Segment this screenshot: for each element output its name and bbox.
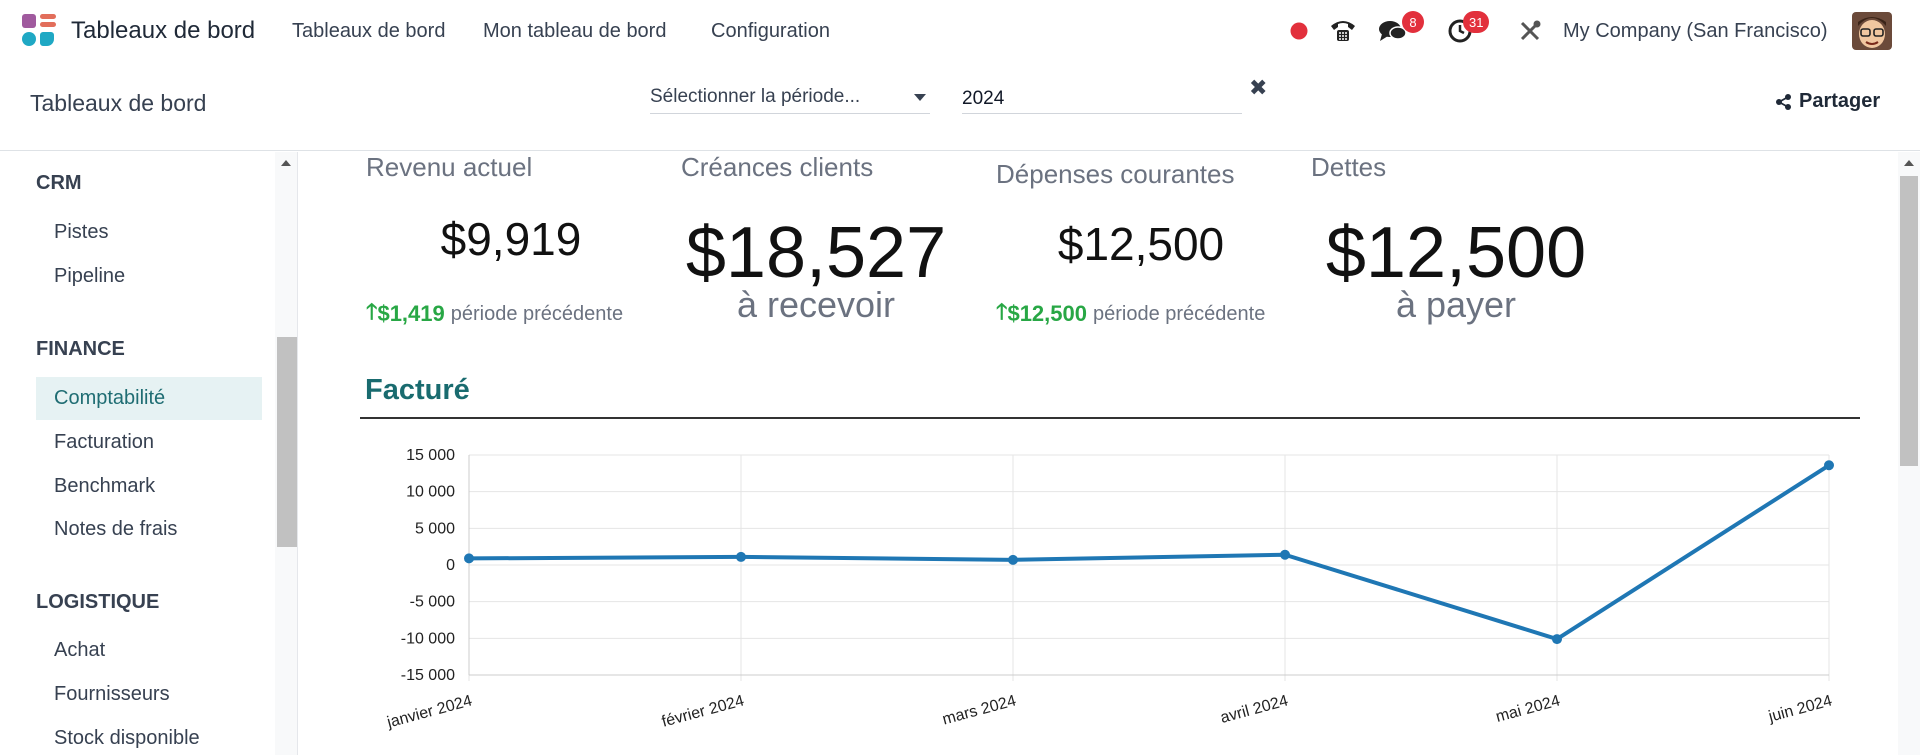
kpi-trend-value: $1,419 (377, 301, 445, 326)
dashboard-sidebar: CRM Pistes Pipeline FINANCE Comptabilité… (0, 152, 298, 755)
kpi-trend-revenu: 🡑 $1,419 période précédente (366, 295, 623, 333)
data-point (1008, 554, 1018, 565)
discuss-chat-icon[interactable] (1376, 14, 1410, 48)
breadcrumb: Tableaux de bord (30, 90, 207, 116)
data-point (1824, 460, 1834, 471)
sidebar-scroll-thumb[interactable] (277, 337, 297, 547)
kpi-value-revenu: $9,919 (440, 213, 582, 265)
kpi-sub-dettes: à payer (1395, 284, 1517, 325)
y-tick-label: 15 000 (406, 447, 455, 464)
sidebar-item-comptabilite[interactable]: Comptabilité (36, 377, 262, 420)
invoiced-line-chart: 15 000 10 000 5 000 0 -5 000 -10 000 -15 000 ja… (384, 447, 1834, 732)
scroll-up-arrow-icon[interactable] (281, 160, 291, 166)
share-icon (1776, 93, 1791, 110)
sidebar-section-crm: CRM (36, 172, 82, 194)
kpi-title-revenu: Revenu actuel (366, 152, 533, 182)
kpi-value-creances: $18,527 (685, 213, 947, 293)
arrow-up-icon: 🡑 (996, 299, 1008, 324)
kpi-sub-creances: à recevoir (736, 284, 896, 325)
section-divider (360, 417, 1860, 419)
x-tick-label: février 2024 (660, 692, 746, 730)
kpi-title-dettes: Dettes (1311, 152, 1387, 182)
share-button[interactable]: Partager (1775, 90, 1880, 113)
data-point (1552, 634, 1562, 645)
share-label: Partager (1799, 90, 1881, 112)
status-dot-icon[interactable] (1282, 14, 1316, 48)
y-tick-label: -5 000 (410, 594, 455, 611)
menu-item-my-dashboard[interactable]: Mon tableau de bord (483, 20, 667, 42)
data-point (1280, 549, 1290, 560)
kpi-title-depenses: Dépenses courantes (996, 159, 1235, 189)
series-line (468, 463, 1831, 642)
sidebar-item-achat[interactable]: Achat (54, 639, 106, 661)
main-scroll-thumb[interactable] (1900, 176, 1918, 466)
sidebar-item-pistes[interactable]: Pistes (54, 221, 109, 243)
sidebar-item-pipeline[interactable]: Pipeline (54, 265, 126, 287)
kpi-trend-label: période précédente (1092, 302, 1266, 325)
kpi-value-dettes: $12,500 (1325, 213, 1587, 293)
apps-menu-icon[interactable] (22, 14, 56, 48)
phone-icon[interactable] (1326, 14, 1360, 48)
kpi-value-depenses: $12,500 (1057, 218, 1225, 270)
y-tick-label: 10 000 (406, 484, 455, 501)
data-point (736, 551, 746, 562)
sidebar-item-facturation[interactable]: Facturation (54, 431, 155, 453)
data-point (464, 553, 474, 564)
caret-down-icon (914, 94, 926, 101)
control-panel: Tableaux de bord Sélectionner la période… (0, 62, 1920, 151)
sidebar-item-benchmark[interactable]: Benchmark (54, 475, 156, 497)
y-tick-label: 5 000 (415, 520, 455, 537)
user-avatar[interactable] (1852, 12, 1892, 50)
kpi-trend-value: $12,500 (1007, 301, 1087, 326)
x-tick-label: mars 2024 (941, 692, 1019, 728)
sidebar-section-logistique: LOGISTIQUE (36, 591, 160, 613)
sidebar-item-notes-de-frais[interactable]: Notes de frais (54, 518, 178, 540)
arrow-up-icon: 🡑 (366, 299, 378, 324)
activity-badge: 31 (1463, 11, 1490, 33)
top-navbar: Tableaux de bord Tableaux de bord Mon ta… (0, 0, 1920, 62)
company-switcher[interactable]: My Company (San Francisco) (1563, 20, 1828, 42)
kpi-trend-depenses: 🡑 $12,500 période précédente (996, 295, 1265, 333)
app-name[interactable]: Tableaux de bord (71, 17, 256, 44)
menu-item-configuration[interactable]: Configuration (711, 20, 830, 42)
sidebar-item-stock-disponible[interactable]: Stock disponible (54, 727, 200, 749)
year-input[interactable] (962, 80, 1242, 114)
menu-item-dashboards[interactable]: Tableaux de bord (292, 20, 446, 42)
clear-filter-icon[interactable]: ✖ (1249, 75, 1268, 100)
scroll-up-arrow-icon[interactable] (1904, 160, 1914, 166)
y-tick-label: 0 (446, 557, 455, 574)
x-tick-label: juin 2024 (1766, 692, 1834, 726)
debug-tools-icon[interactable] (1513, 14, 1547, 48)
discuss-badge: 8 (1402, 11, 1424, 33)
x-tick-label: mai 2024 (1494, 692, 1562, 725)
kpi-trend-label: période précédente (450, 302, 624, 325)
x-tick-label: janvier 2024 (384, 692, 474, 731)
kpi-title-creances: Créances clients (681, 152, 874, 182)
period-select-label: Sélectionner la période... (650, 86, 861, 107)
dashboard-main: Revenu actuel $9,919 🡑 $1,419 période pr… (299, 152, 1897, 755)
sidebar-section-finance: FINANCE (36, 338, 125, 360)
y-tick-label: -15 000 (401, 667, 455, 684)
y-tick-label: -10 000 (401, 630, 455, 647)
x-tick-label: avril 2024 (1219, 692, 1291, 726)
period-select[interactable]: Sélectionner la période... (650, 80, 930, 114)
section-title-facture: Facturé (365, 374, 470, 406)
sidebar-item-fournisseurs[interactable]: Fournisseurs (54, 683, 170, 705)
